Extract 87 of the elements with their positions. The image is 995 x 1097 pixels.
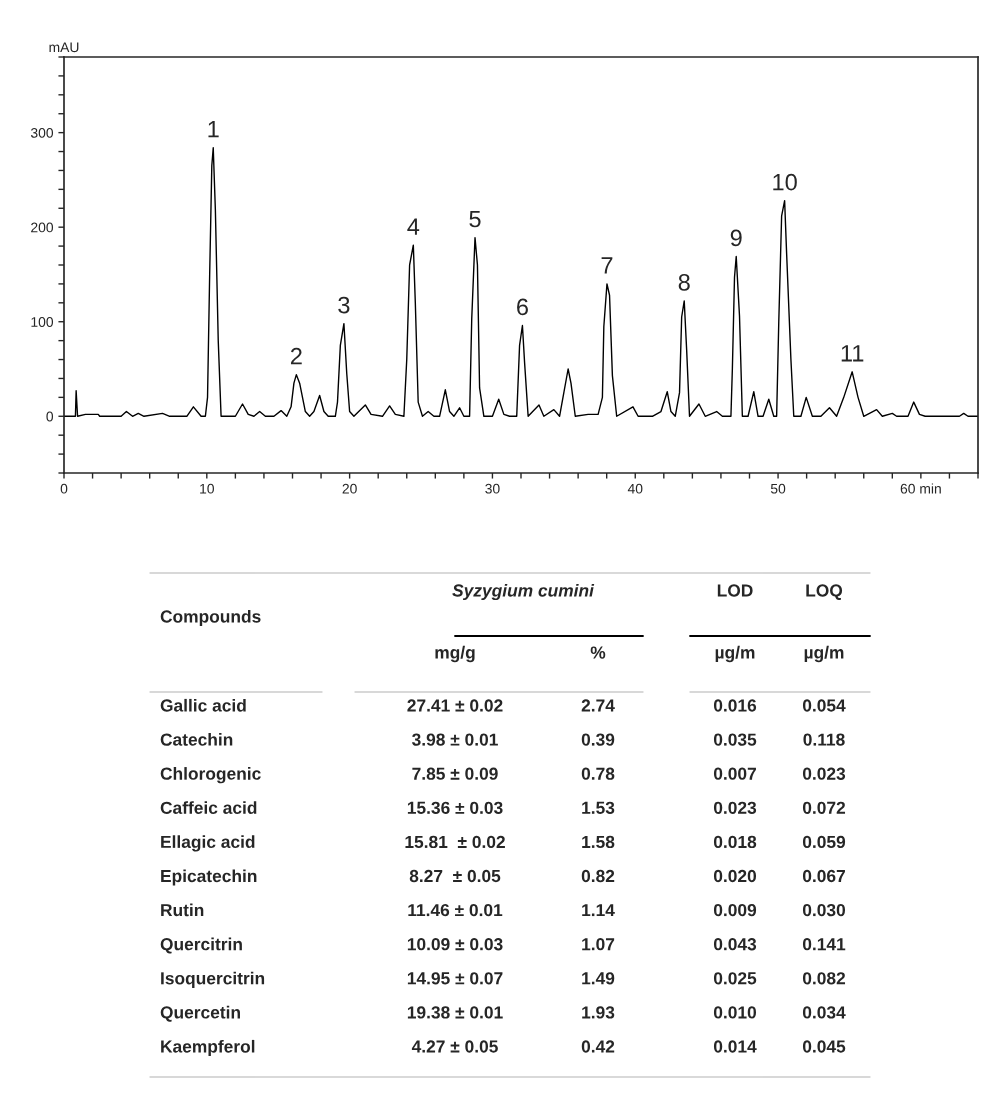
text: 0.072	[802, 801, 846, 814]
line-series	[64, 147, 978, 417]
text: 0.39	[581, 733, 615, 746]
text: Ellagic acid	[161, 835, 255, 852]
annotation: 5	[469, 210, 481, 228]
text: 1.53	[582, 801, 615, 814]
annotation: 11	[841, 345, 864, 362]
text: %	[590, 646, 606, 659]
text: 2.74	[581, 699, 615, 712]
x-tick-label: 40	[627, 483, 643, 494]
text: 3.98 ± 0.01	[412, 733, 498, 746]
text: 11.46 ± 0.01	[408, 903, 503, 917]
x-tick-label: 30	[485, 483, 500, 494]
text: 0.82	[581, 869, 615, 883]
text: 0.034	[802, 1006, 846, 1019]
text: 0.016	[713, 699, 757, 712]
annotation: 4	[407, 218, 420, 235]
y-axis-title: mAU	[49, 42, 79, 53]
text: 0.78	[581, 767, 615, 780]
text: 0.42	[581, 1040, 615, 1053]
x-tick-label: 60 min	[900, 483, 941, 494]
text: 15.81 ± 0.02	[405, 835, 505, 849]
annotation: 8	[678, 273, 690, 291]
text: 0.118	[803, 733, 845, 746]
x-tick-label: 0	[60, 483, 68, 494]
text: 1.58	[582, 835, 615, 849]
text: Gallic acid	[160, 698, 246, 712]
y-tick-label: 100	[31, 317, 54, 327]
text: 0.023	[713, 801, 757, 814]
text: Catechin	[160, 733, 233, 746]
y-tick-label: 200	[31, 222, 54, 233]
text: 0.018	[713, 835, 757, 849]
y-tick-label: 0	[46, 411, 54, 422]
text: 0.030	[802, 903, 846, 917]
text: 7.85 ± 0.09	[412, 767, 498, 780]
text: 0.020	[713, 869, 757, 883]
text: 1.07	[582, 938, 615, 951]
text: 0.023	[802, 767, 846, 780]
y-tick-label: 300	[30, 127, 54, 138]
x-tick-label: 10	[200, 483, 214, 494]
text: 4.27 ± 0.05	[411, 1040, 498, 1053]
text: 15.36 ± 0.03	[407, 801, 503, 814]
text: 0.082	[802, 972, 846, 985]
text: 14.95 ± 0.07	[407, 972, 503, 985]
x-tick-label: 50	[770, 483, 786, 494]
text: 8.27 ± 0.05	[409, 869, 501, 883]
text: 27.41 ± 0.02	[407, 699, 503, 712]
text: LOD	[717, 584, 753, 597]
text: 0.054	[802, 699, 846, 712]
x-tick-label: 20	[342, 483, 357, 494]
text: Chlorogenic	[160, 767, 261, 784]
text: 0.025	[713, 972, 757, 985]
text: µg/m	[715, 645, 755, 663]
text: Rutin	[161, 903, 204, 917]
annotation: 1	[208, 121, 219, 138]
text: 0.141	[802, 938, 846, 951]
text: 0.007	[713, 767, 756, 780]
text: Caffeic acid	[160, 801, 257, 814]
annotation: 10	[773, 173, 797, 191]
text: 0.067	[802, 869, 845, 883]
text: Kaempferol	[161, 1039, 255, 1057]
text: 1.93	[582, 1006, 615, 1019]
text: Quercitrin	[160, 937, 242, 954]
text: 0.045	[802, 1040, 846, 1053]
text: 0.043	[713, 938, 757, 951]
text: Epicatechin	[161, 869, 257, 886]
text: 1.49	[582, 972, 615, 985]
text: 0.010	[713, 1006, 757, 1019]
text: 0.009	[713, 903, 757, 917]
text: 0.059	[802, 835, 846, 849]
annotation: 7	[601, 257, 613, 274]
text: LOQ	[806, 584, 843, 600]
text: 1.14	[582, 904, 615, 917]
text: Syzygium cumini	[452, 583, 595, 601]
text: Compounds	[160, 609, 261, 627]
text: 0.035	[713, 733, 757, 746]
annotation: 9	[730, 229, 742, 247]
text: mg/g	[435, 645, 475, 663]
text: 0.014	[713, 1040, 757, 1053]
text: 10.09 ± 0.03	[407, 938, 503, 951]
annotation: 6	[517, 298, 528, 316]
annotation: 2	[290, 347, 302, 365]
text: Isoquercitrin	[161, 971, 265, 988]
annotation: 3	[338, 296, 350, 314]
text: Quercetin	[160, 1005, 240, 1022]
text: µg/m	[804, 645, 844, 663]
text: 19.38 ± 0.01	[407, 1006, 503, 1019]
